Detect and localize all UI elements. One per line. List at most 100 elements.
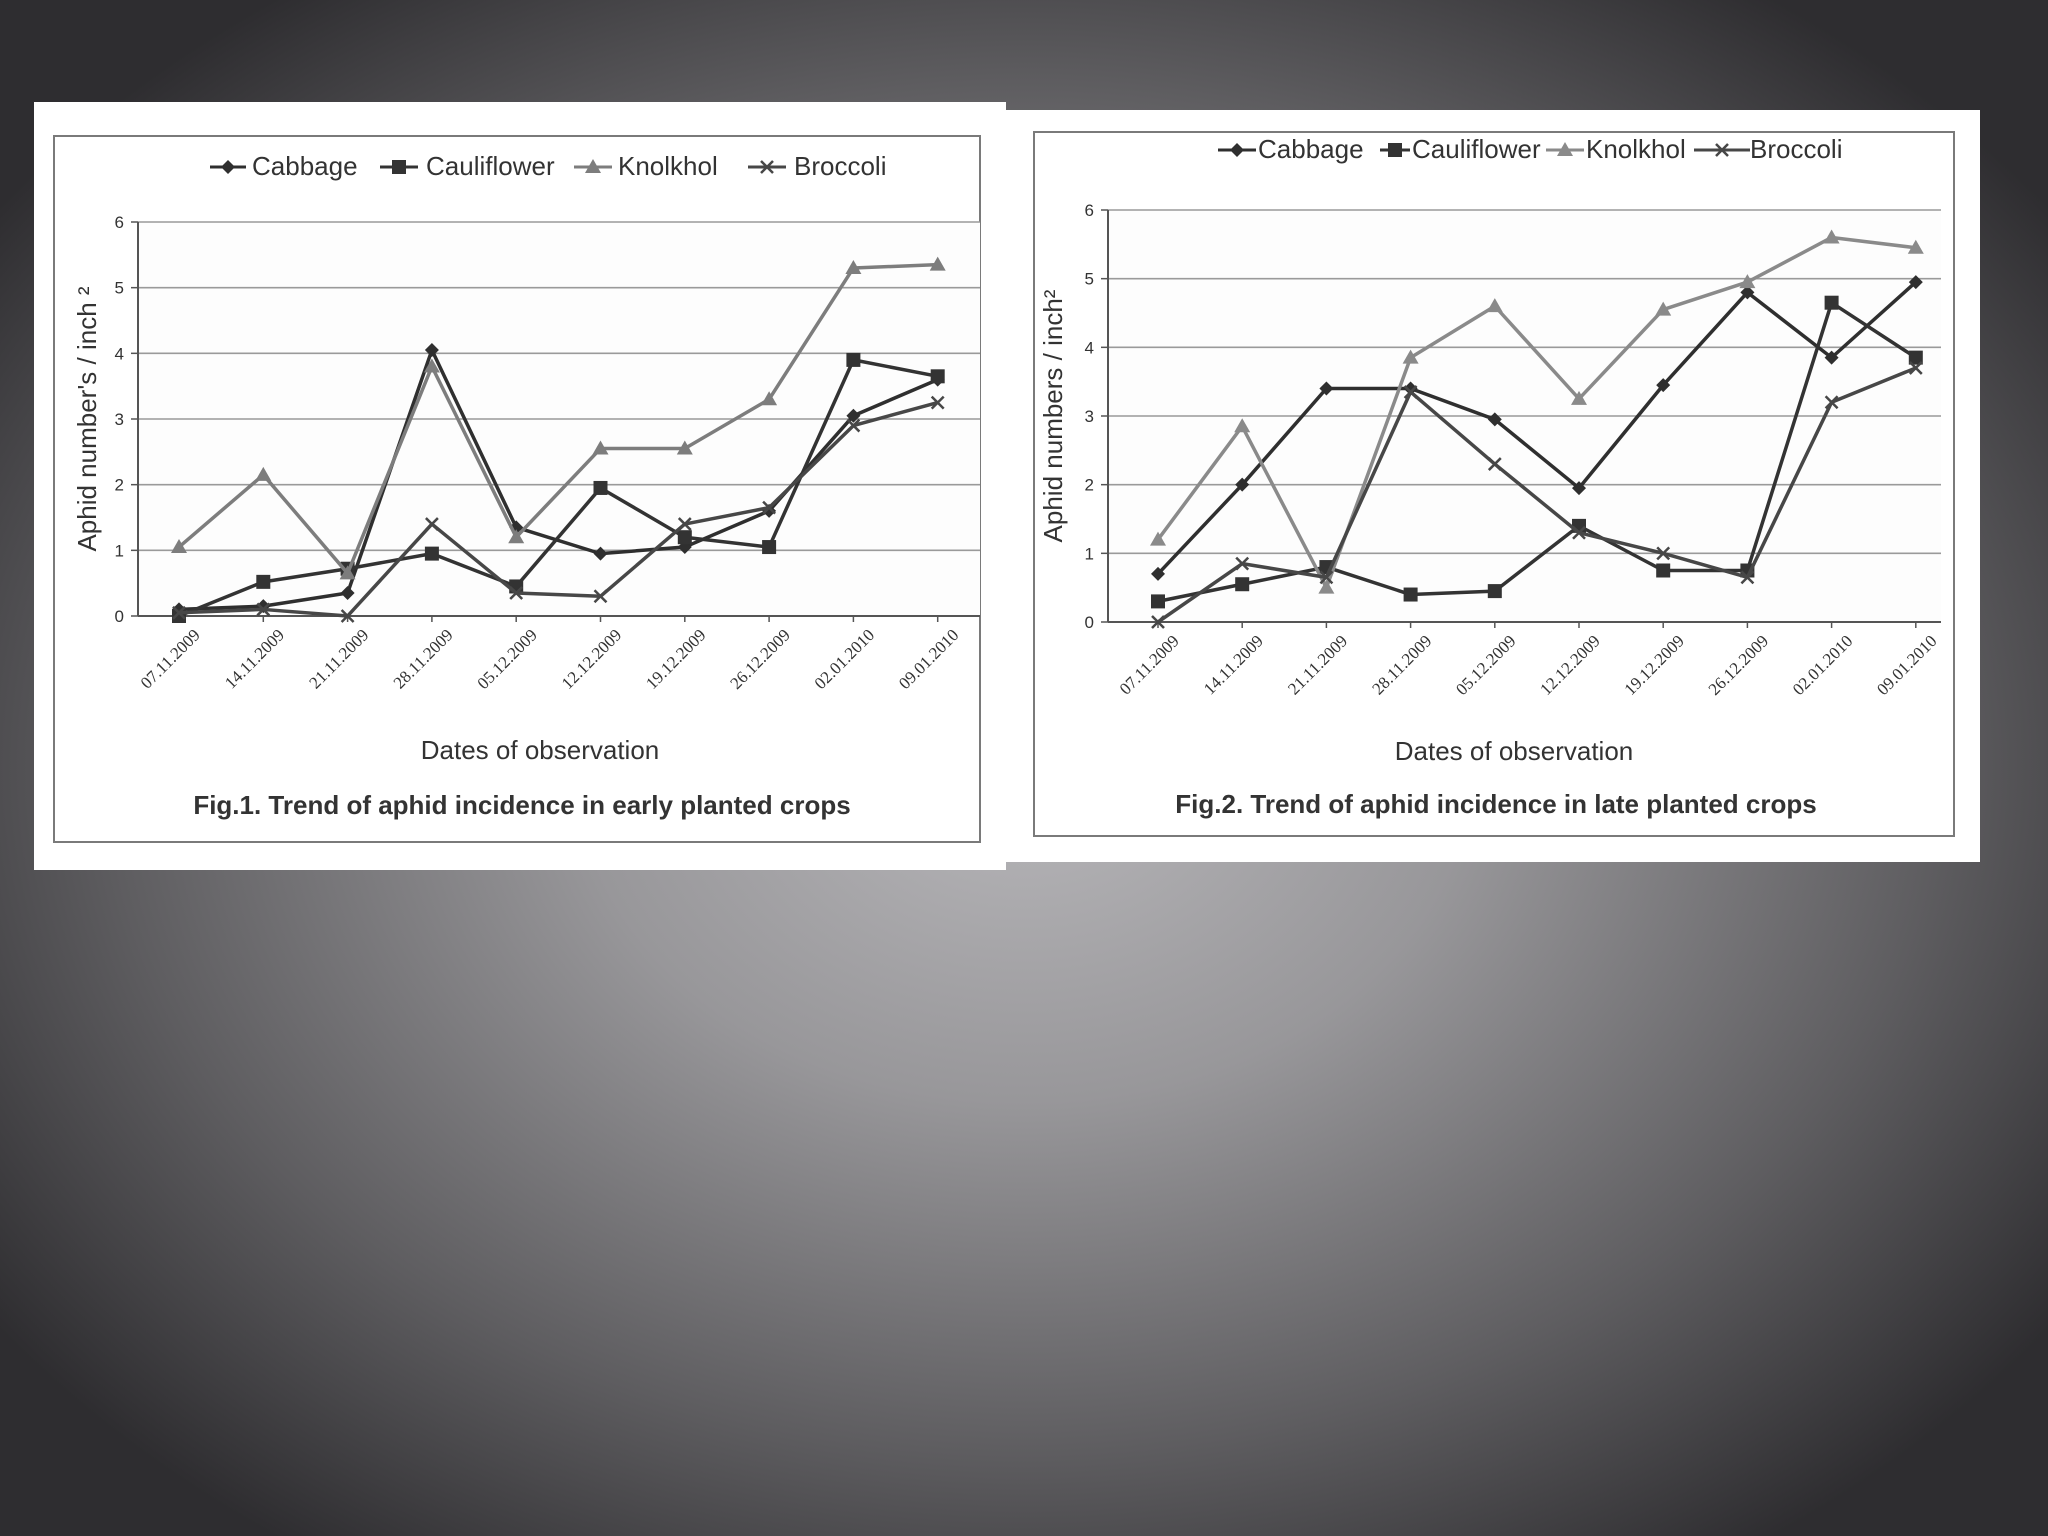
data-point (1656, 378, 1671, 393)
series-line (178, 358, 939, 618)
data-point (255, 466, 272, 481)
data-point (172, 605, 186, 620)
data-point (929, 256, 946, 271)
series-cabbage (1151, 275, 1923, 581)
data-point (1403, 381, 1418, 396)
legend-entry-broccoli: Broccoli (1694, 134, 1842, 164)
data-point (1150, 531, 1166, 546)
figure-1-image: 0 1 2 3 4 5 6 07.11.2009 14.11.2009 21.11.2009 28.… (34, 102, 1006, 870)
data-point (1908, 350, 1923, 365)
data-point (1403, 587, 1418, 602)
data-point (1402, 349, 1419, 364)
data-point (508, 529, 525, 544)
data-point (762, 540, 777, 555)
data-point (425, 517, 439, 531)
data-point (256, 574, 271, 589)
data-point (1235, 556, 1250, 571)
legend-marker (1388, 143, 1402, 157)
data-point (1571, 390, 1587, 405)
data-point (1655, 301, 1672, 316)
legend-marker (585, 159, 601, 173)
legend-entry-cabbage: Cabbage (1218, 134, 1364, 164)
data-point (1318, 579, 1335, 594)
data-point (1907, 239, 1924, 254)
data-point (509, 586, 524, 600)
y-tick-label: 2 (1085, 476, 1094, 495)
legend-entry-knolkhol: Knolkhol (574, 151, 718, 181)
data-point (846, 352, 861, 367)
y-tick-label: 4 (115, 344, 124, 363)
data-point (1235, 477, 1250, 492)
data-point (1151, 615, 1165, 629)
series-line (177, 262, 938, 576)
data-point (1487, 457, 1502, 471)
data-point (1151, 566, 1165, 581)
legend-label: Knolkhol (618, 151, 718, 181)
data-point (1235, 577, 1250, 592)
data-point (1319, 570, 1334, 585)
y-tick-label: 1 (115, 541, 124, 560)
y-tick-label: 6 (1085, 201, 1094, 220)
data-point (1656, 563, 1671, 578)
legend-marker (1715, 143, 1729, 157)
series-knolkhol (1150, 229, 1924, 594)
legend-label: Cabbage (252, 151, 358, 181)
legend-marker (1557, 142, 1573, 156)
data-point (1486, 298, 1503, 313)
data-point (846, 408, 861, 423)
y-tick-label: 3 (115, 410, 124, 429)
data-point (930, 395, 945, 410)
y-tick-label: 5 (1085, 270, 1094, 289)
series-line (178, 400, 939, 618)
figure-2-image: 0 1 2 3 4 5 6 07.11.2009 14.11.2009 21.11.2009 28.… (1006, 110, 1980, 862)
y-tick-label: 0 (115, 607, 124, 626)
data-point (1572, 525, 1586, 540)
series-line (1157, 300, 1917, 604)
y-tick-label: 0 (1085, 613, 1094, 632)
legend-marker (760, 160, 774, 174)
data-point (762, 500, 776, 515)
data-point (677, 530, 692, 545)
data-point (1824, 395, 1839, 410)
data-point (1823, 229, 1840, 244)
legend-entry-broccoli: Broccoli (748, 151, 886, 181)
legend-marker (1230, 143, 1244, 157)
data-point (930, 369, 945, 384)
legend-entry-cabbage: Cabbage (210, 151, 358, 181)
data-point (593, 480, 608, 495)
legend-label: Cauliflower (426, 151, 555, 181)
figure-caption: Fig.1. Trend of aphid incidence in early… (193, 790, 850, 820)
data-point (676, 440, 693, 455)
data-point (1487, 412, 1502, 427)
legend-entry-cauliflower: Cauliflower (380, 151, 555, 181)
data-point (256, 602, 271, 617)
legend-marker (392, 160, 406, 174)
data-point (1319, 381, 1334, 396)
y-tick-label: 4 (1085, 338, 1094, 357)
figure-caption: Fig.2. Trend of aphid incidence in late … (1175, 789, 1816, 819)
data-point (340, 586, 355, 601)
data-point (1824, 295, 1839, 310)
data-point (1487, 584, 1502, 599)
legend-label: Knolkhol (1586, 134, 1686, 164)
data-point (761, 391, 778, 406)
data-point (1403, 385, 1418, 399)
data-point (1740, 570, 1755, 585)
y-tick-label: 2 (115, 476, 124, 495)
x-axis-title: Dates of observation (421, 735, 659, 765)
series-line (178, 348, 939, 612)
data-point (424, 343, 439, 358)
data-point (1824, 350, 1839, 365)
y-tick-label: 3 (1085, 407, 1094, 426)
series-broccoli (1151, 361, 1923, 629)
y-tick-label: 5 (115, 279, 124, 298)
data-point (1908, 361, 1923, 375)
series-line (1156, 280, 1917, 576)
data-point (1151, 594, 1165, 609)
data-point (1740, 285, 1755, 300)
data-point (845, 259, 862, 274)
series-line (1156, 235, 1917, 590)
data-point (339, 565, 356, 580)
